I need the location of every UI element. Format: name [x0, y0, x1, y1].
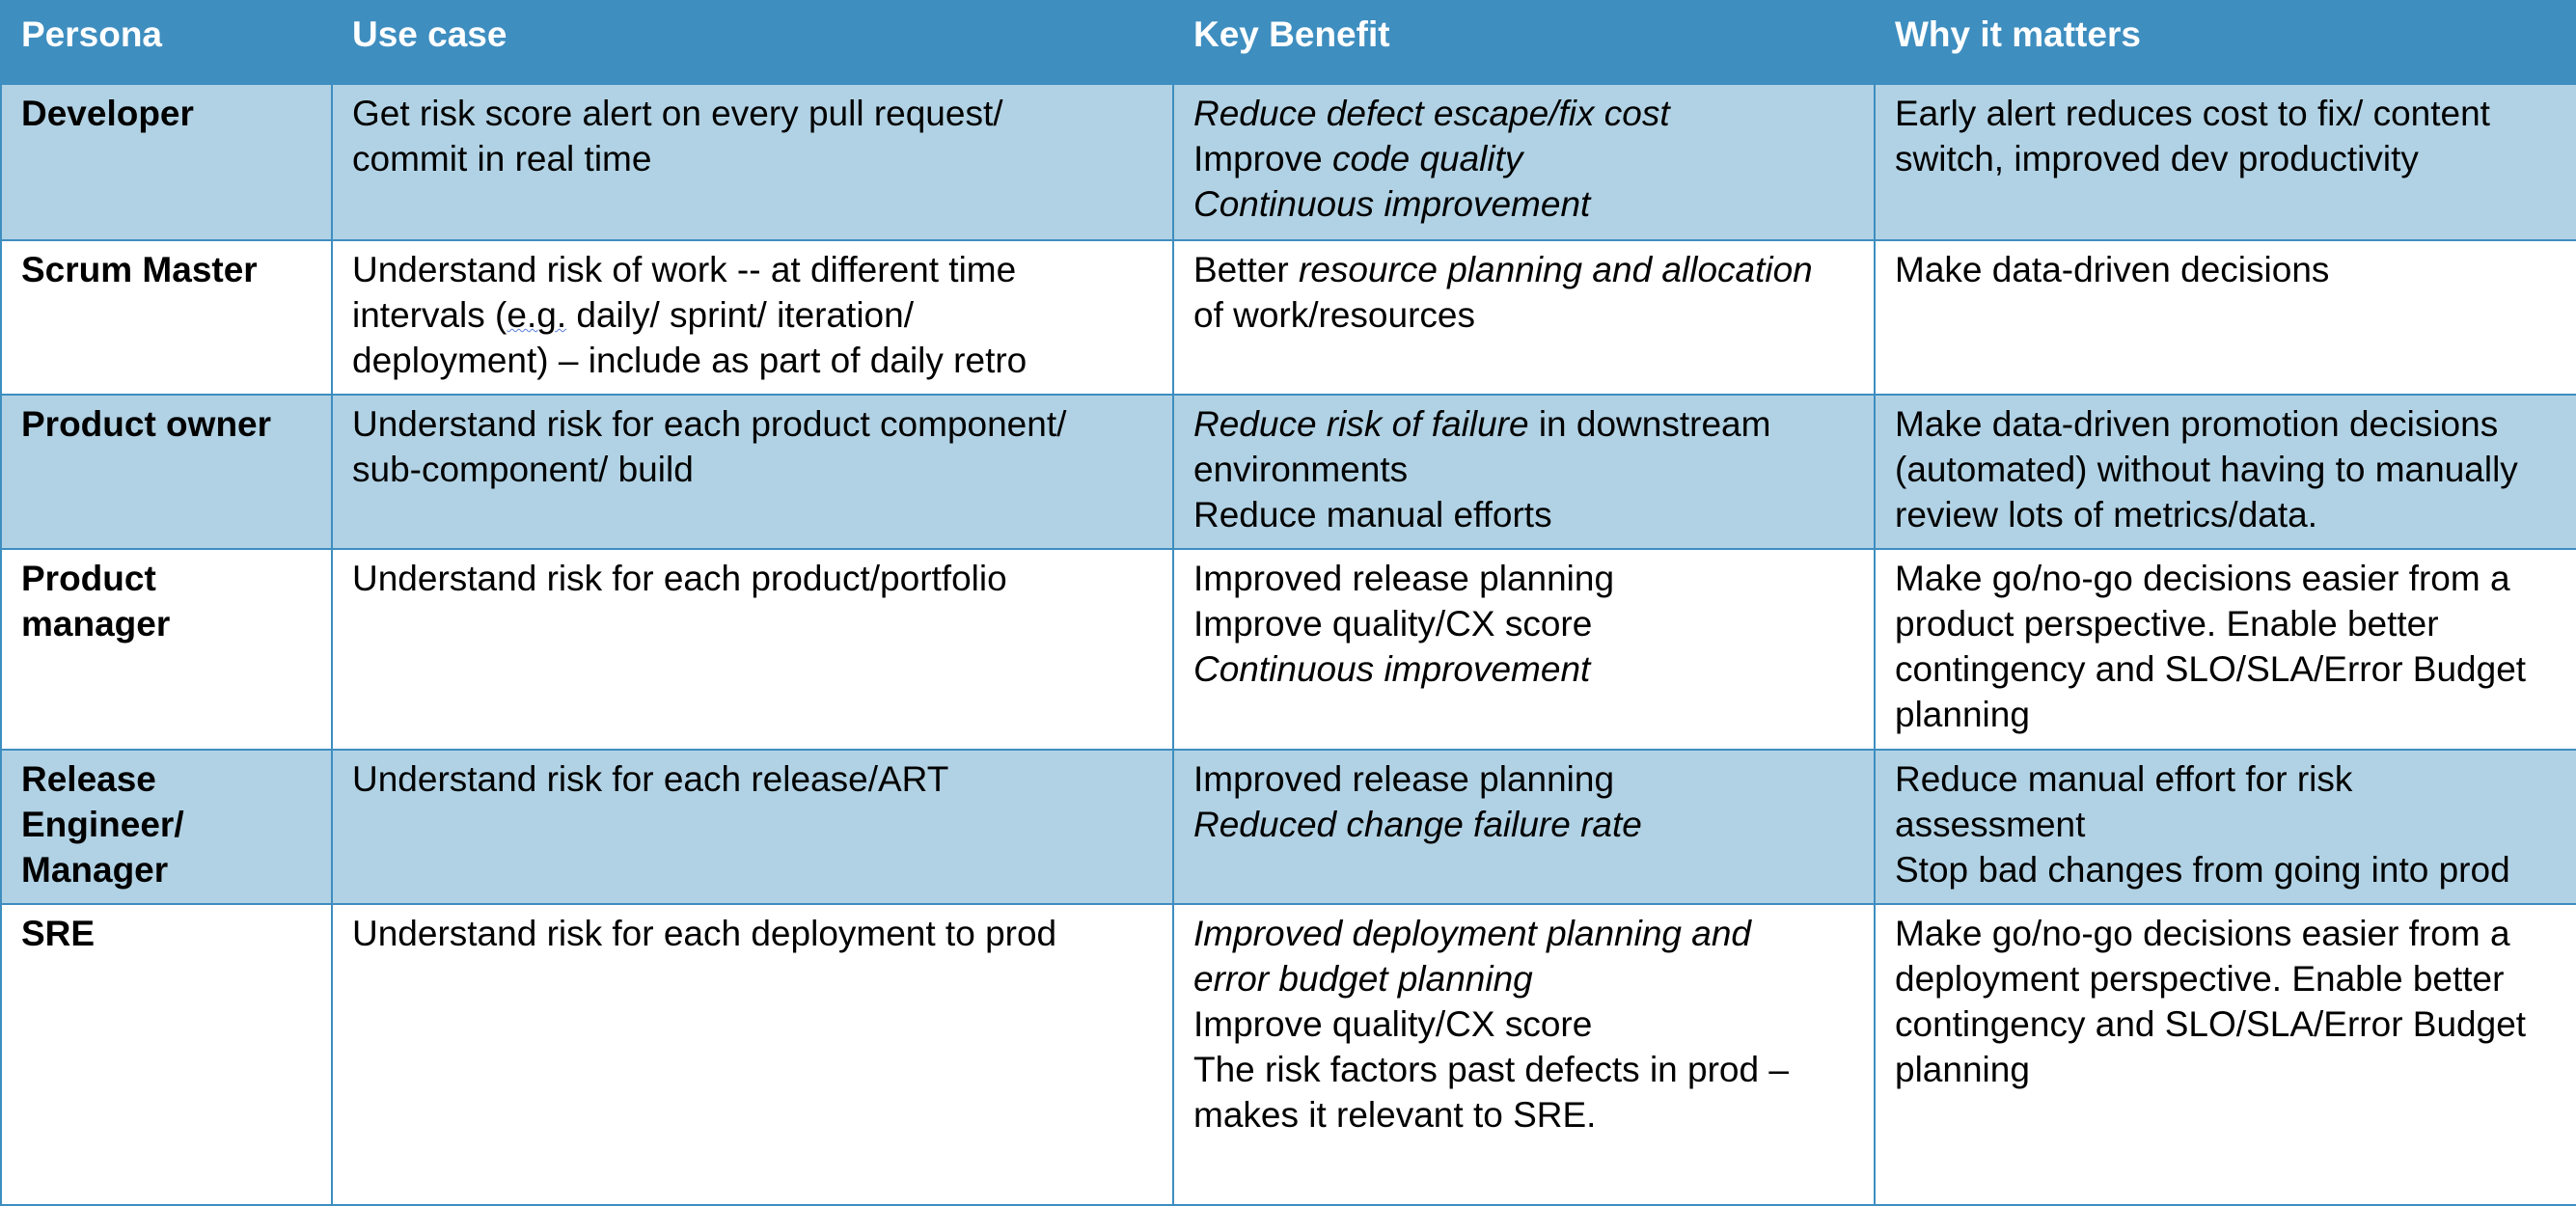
benefit-text: Improve: [1193, 139, 1332, 178]
why-line: Make data-driven promotion decisions: [1895, 404, 2499, 444]
why-line: Make go/no-go decisions easier from a: [1895, 559, 2510, 598]
benefit-emphasis: code quality: [1331, 139, 1523, 178]
benefit-emphasis: resource planning and allocation: [1299, 250, 1813, 289]
key-benefit-cell: Improved release planning Improve qualit…: [1172, 548, 1876, 751]
why-it-matters-cell: Make go/no-go decisions easier from a de…: [1874, 903, 2576, 1206]
why-line: Stop bad changes from going into prod: [1895, 850, 2510, 890]
key-benefit-cell: Improved release planning Reduced change…: [1172, 749, 1876, 905]
why-it-matters-cell: Make go/no-go decisions easier from a pr…: [1874, 548, 2576, 751]
why-line: Make data-driven decisions: [1895, 250, 2330, 289]
table-row: Developer Get risk score alert on every …: [0, 83, 2576, 241]
persona-cell: Release Engineer/ Manager: [0, 749, 333, 905]
use-case-text: daily/ sprint/ iteration/: [566, 295, 914, 335]
benefit-line: error budget planning: [1193, 959, 1533, 999]
benefit-line: Improved release planning: [1193, 559, 1615, 598]
persona-cell: SRE: [0, 903, 333, 1206]
use-case-cell: Get risk score alert on every pull reque…: [331, 83, 1174, 241]
benefit-line: Reduce defect escape/fix cost: [1193, 94, 1670, 133]
table-row: Scrum Master Understand risk of work -- …: [0, 239, 2576, 396]
why-line: (automated) without having to manually: [1895, 450, 2518, 489]
why-line: Early alert reduces cost to fix/ content: [1895, 94, 2490, 133]
use-case-line: sub-component/ build: [352, 450, 694, 489]
benefit-line: Reduce risk of failure in downstream: [1193, 401, 1854, 447]
benefit-line: Better resource planning and allocation: [1193, 247, 1854, 292]
header-why-it-matters: Why it matters: [1874, 0, 2576, 85]
use-case-cell: Understand risk for each product/portfol…: [331, 548, 1174, 751]
use-case-cell: Understand risk of work -- at different …: [331, 239, 1174, 396]
persona-cell: Developer: [0, 83, 333, 241]
benefit-line: Reduced change failure rate: [1193, 805, 1642, 844]
why-line: contingency and SLO/SLA/Error Budget: [1895, 1004, 2527, 1044]
benefit-emphasis: Reduce risk of failure: [1193, 404, 1529, 444]
why-line: review lots of metrics/data.: [1895, 495, 2317, 534]
why-line: Reduce manual effort for risk: [1895, 759, 2353, 799]
key-benefit-cell: Reduce risk of failure in downstream env…: [1172, 394, 1876, 550]
persona-name: Engineer/: [21, 805, 184, 844]
table-row: SRE Understand risk for each deployment …: [0, 903, 2576, 1206]
why-line: assessment: [1895, 805, 2086, 844]
use-case-line: Get risk score alert on every pull reque…: [352, 94, 1003, 133]
persona-cell: Product manager: [0, 548, 333, 751]
key-benefit-cell: Improved deployment planning and error b…: [1172, 903, 1876, 1206]
benefit-line: Improved deployment planning and: [1193, 914, 1751, 953]
benefit-line: Continuous improvement: [1193, 649, 1591, 689]
use-case-cell: Understand risk for each deployment to p…: [331, 903, 1174, 1206]
persona-cell: Product owner: [0, 394, 333, 550]
why-line: Make go/no-go decisions easier from a: [1895, 914, 2510, 953]
persona-name: manager: [21, 604, 171, 644]
persona-name: Product owner: [21, 404, 272, 444]
persona-name: Release: [21, 759, 156, 799]
use-case-cell: Understand risk for each product compone…: [331, 394, 1174, 550]
persona-name: Scrum Master: [21, 250, 258, 289]
persona-name: Product: [21, 559, 156, 598]
use-case-line: Understand risk for each product/portfol…: [352, 559, 1007, 598]
use-case-text: intervals (: [352, 295, 507, 335]
why-line: planning: [1895, 695, 2030, 734]
benefit-line: Improved release planning: [1193, 759, 1615, 799]
benefit-line: The risk factors past defects in prod –: [1193, 1050, 1789, 1089]
header-row: Persona Use case Key Benefit Why it matt…: [0, 0, 2576, 85]
persona-name: Manager: [21, 850, 169, 890]
benefit-line: Improve code quality: [1193, 136, 1854, 181]
table-row: Product manager Understand risk for each…: [0, 548, 2576, 751]
persona-cell: Scrum Master: [0, 239, 333, 396]
why-it-matters-cell: Make data-driven decisions: [1874, 239, 2576, 396]
use-case-line: intervals (e.g. daily/ sprint/ iteration…: [352, 292, 1153, 338]
use-case-line: Understand risk of work -- at different …: [352, 250, 1017, 289]
benefit-text: Better: [1193, 250, 1299, 289]
benefit-line: makes it relevant to SRE.: [1193, 1095, 1597, 1135]
why-line: contingency and SLO/SLA/Error Budget: [1895, 649, 2527, 689]
use-case-line: commit in real time: [352, 139, 652, 178]
persona-name: SRE: [21, 914, 96, 953]
use-case-line: Understand risk for each release/ART: [352, 759, 949, 799]
header-key-benefit: Key Benefit: [1172, 0, 1876, 85]
persona-name: Developer: [21, 94, 194, 133]
use-case-line: Understand risk for each deployment to p…: [352, 914, 1057, 953]
benefit-line: Improve quality/CX score: [1193, 604, 1593, 644]
use-case-line: Understand risk for each product compone…: [352, 404, 1067, 444]
spellcheck-underlined-text: e.g.: [507, 295, 567, 335]
key-benefit-cell: Reduce defect escape/fix cost Improve co…: [1172, 83, 1876, 241]
use-case-cell: Understand risk for each release/ART: [331, 749, 1174, 905]
why-line: planning: [1895, 1050, 2030, 1089]
benefit-line: of work/resources: [1193, 295, 1475, 335]
use-case-line: deployment) – include as part of daily r…: [352, 341, 1028, 380]
why-line: switch, improved dev productivity: [1895, 139, 2419, 178]
benefit-text: in downstream: [1528, 404, 1771, 444]
benefit-line: Improve quality/CX score: [1193, 1004, 1593, 1044]
why-it-matters-cell: Early alert reduces cost to fix/ content…: [1874, 83, 2576, 241]
benefit-line: environments: [1193, 450, 1409, 489]
why-line: product perspective. Enable better: [1895, 604, 2439, 644]
key-benefit-cell: Better resource planning and allocation …: [1172, 239, 1876, 396]
header-persona: Persona: [0, 0, 333, 85]
table-row: Product owner Understand risk for each p…: [0, 394, 2576, 550]
why-line: deployment perspective. Enable better: [1895, 959, 2505, 999]
why-it-matters-cell: Reduce manual effort for risk assessment…: [1874, 749, 2576, 905]
header-use-case: Use case: [331, 0, 1174, 85]
benefit-line: Continuous improvement: [1193, 184, 1591, 224]
table-row: Release Engineer/ Manager Understand ris…: [0, 749, 2576, 905]
why-it-matters-cell: Make data-driven promotion decisions (au…: [1874, 394, 2576, 550]
benefit-line: Reduce manual efforts: [1193, 495, 1552, 534]
